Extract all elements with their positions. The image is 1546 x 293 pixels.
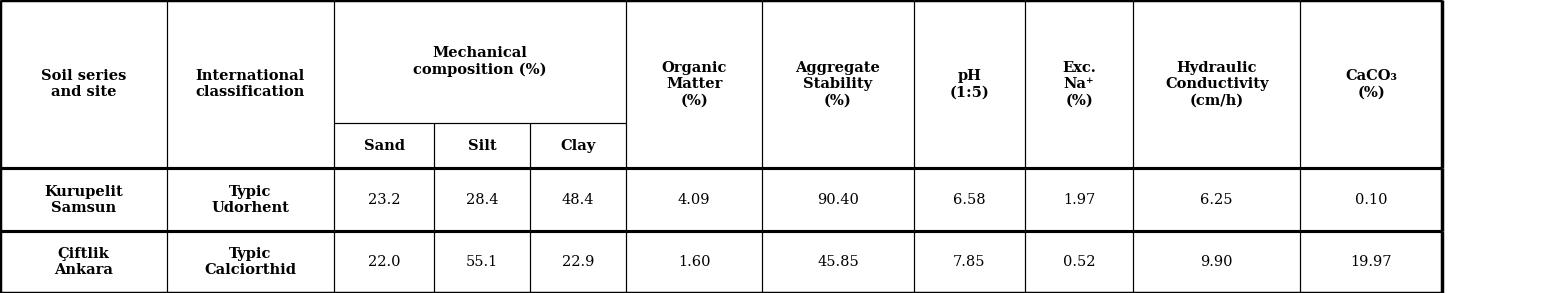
Bar: [167, 231, 334, 293]
Text: 55.1: 55.1: [467, 255, 498, 269]
Bar: [626, 0, 762, 168]
Text: 22.9: 22.9: [563, 255, 594, 269]
Bar: [1025, 231, 1133, 293]
Bar: [1133, 168, 1300, 231]
Text: 6.58: 6.58: [952, 193, 986, 207]
Bar: [0, 231, 167, 293]
Bar: [762, 168, 914, 231]
Bar: [1133, 0, 1300, 168]
Text: Typic
Calciorthid: Typic Calciorthid: [204, 247, 297, 277]
Text: 22.0: 22.0: [368, 255, 400, 269]
Bar: [167, 0, 334, 168]
Bar: [1133, 231, 1300, 293]
Text: Mechanical
composition (%): Mechanical composition (%): [413, 46, 547, 77]
Text: 6.25: 6.25: [1200, 193, 1234, 207]
Bar: [1300, 168, 1442, 231]
Text: 1.60: 1.60: [677, 255, 711, 269]
Bar: [762, 231, 914, 293]
Text: 7.85: 7.85: [952, 255, 986, 269]
Bar: [1025, 168, 1133, 231]
Bar: [334, 231, 434, 293]
Bar: [434, 168, 530, 231]
Text: Kurupelit
Samsun: Kurupelit Samsun: [45, 185, 122, 215]
Text: Sand: Sand: [363, 139, 405, 153]
Text: 48.4: 48.4: [561, 193, 595, 207]
Text: Hydraulic
Conductivity
(cm/h): Hydraulic Conductivity (cm/h): [1166, 61, 1268, 108]
Bar: [914, 168, 1025, 231]
Text: Typic
Udorhent: Typic Udorhent: [212, 185, 289, 215]
Text: Çiftlik
Ankara: Çiftlik Ankara: [54, 247, 113, 277]
Text: Silt: Silt: [468, 139, 496, 153]
Bar: [0, 168, 167, 231]
Text: Organic
Matter
(%): Organic Matter (%): [662, 61, 727, 108]
Bar: [334, 168, 434, 231]
Text: Soil series
and site: Soil series and site: [40, 69, 127, 99]
Bar: [334, 123, 434, 168]
Bar: [530, 168, 626, 231]
Bar: [626, 231, 762, 293]
Bar: [334, 0, 626, 123]
Text: 9.90: 9.90: [1200, 255, 1234, 269]
Bar: [167, 168, 334, 231]
Bar: [0, 0, 167, 168]
Text: Exc.
Na⁺
(%): Exc. Na⁺ (%): [1062, 61, 1096, 108]
Text: CaCO₃
(%): CaCO₃ (%): [1345, 69, 1398, 99]
Text: 19.97: 19.97: [1351, 255, 1391, 269]
Bar: [530, 231, 626, 293]
Bar: [434, 231, 530, 293]
Text: 23.2: 23.2: [368, 193, 400, 207]
Text: 1.97: 1.97: [1064, 193, 1095, 207]
Bar: [434, 123, 530, 168]
Text: 28.4: 28.4: [465, 193, 499, 207]
Bar: [1300, 231, 1442, 293]
Bar: [914, 231, 1025, 293]
Bar: [1300, 0, 1442, 168]
Text: 4.09: 4.09: [677, 193, 711, 207]
Text: Aggregate
Stability
(%): Aggregate Stability (%): [796, 61, 880, 108]
Text: 90.40: 90.40: [816, 193, 860, 207]
Bar: [914, 0, 1025, 168]
Text: International
classification: International classification: [196, 69, 305, 99]
Bar: [762, 0, 914, 168]
Text: 0.52: 0.52: [1062, 255, 1096, 269]
Text: 45.85: 45.85: [816, 255, 860, 269]
Text: pH
(1:5): pH (1:5): [949, 69, 989, 99]
Bar: [530, 123, 626, 168]
Text: Clay: Clay: [561, 139, 595, 153]
Text: 0.10: 0.10: [1354, 193, 1388, 207]
Bar: [1025, 0, 1133, 168]
Bar: [626, 168, 762, 231]
